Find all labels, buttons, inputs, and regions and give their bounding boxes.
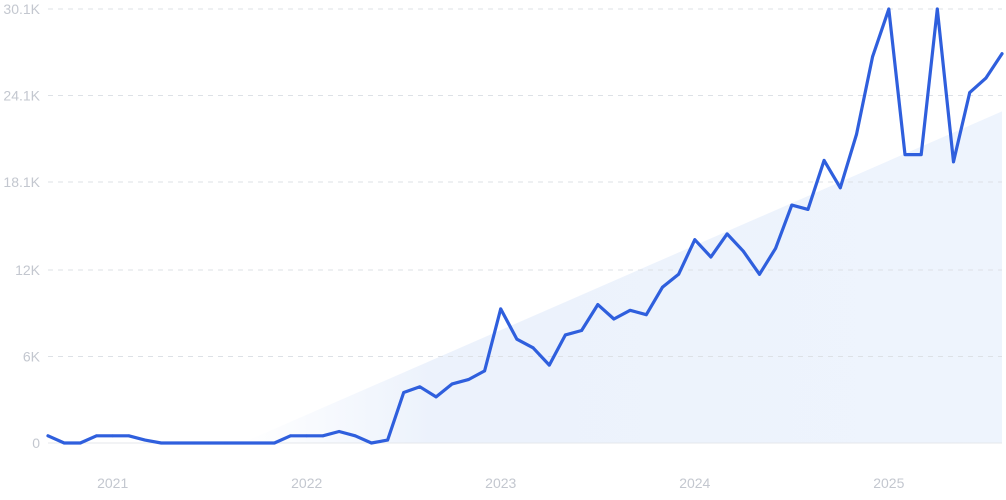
data-point <box>968 91 972 95</box>
data-point <box>143 438 147 442</box>
data-point <box>693 238 697 242</box>
data-point <box>952 160 955 164</box>
data-point <box>774 246 778 250</box>
data-point <box>111 434 115 438</box>
data-point <box>806 208 810 211</box>
data-point <box>78 441 82 445</box>
data-point <box>483 369 486 373</box>
data-point <box>321 434 325 438</box>
data-point <box>46 434 50 438</box>
data-point <box>838 186 842 190</box>
data-point <box>418 385 422 389</box>
data-point <box>677 272 681 276</box>
x-tick-label: 2024 <box>679 475 710 491</box>
data-point <box>741 249 745 253</box>
data-point <box>434 395 438 399</box>
data-point <box>353 434 357 438</box>
data-point <box>467 378 470 381</box>
data-point <box>127 434 131 438</box>
data-point <box>547 363 551 367</box>
data-point <box>822 158 826 162</box>
data-point <box>386 438 389 442</box>
trend-area-layer <box>242 111 1002 443</box>
data-point <box>62 441 66 445</box>
data-point <box>1000 52 1004 56</box>
series-layer <box>46 7 1004 445</box>
data-point <box>709 255 713 259</box>
x-tick-label: 2021 <box>97 475 128 491</box>
y-tick-label: 0 <box>32 435 40 451</box>
data-point <box>369 441 373 445</box>
y-axis-ticks: 0 6K 12K 18.1K 24.1K 30.1K <box>3 1 40 451</box>
data-point <box>871 55 875 58</box>
series-line <box>46 7 1004 445</box>
data-point <box>289 434 292 438</box>
data-point <box>256 441 260 445</box>
data-point <box>661 285 664 289</box>
y-tick-label: 24.1K <box>3 88 40 104</box>
data-point <box>725 232 729 236</box>
data-point <box>935 7 939 11</box>
data-point <box>984 76 988 80</box>
data-point <box>919 153 923 157</box>
y-tick-label: 30.1K <box>3 1 40 17</box>
data-point <box>628 308 632 312</box>
data-point <box>450 382 454 386</box>
x-tick-label: 2025 <box>873 475 904 491</box>
y-tick-label: 18.1K <box>3 174 40 190</box>
data-point <box>240 441 244 445</box>
data-point <box>790 203 794 207</box>
data-point <box>305 434 309 438</box>
data-point <box>402 391 406 394</box>
data-point <box>564 333 567 337</box>
data-point <box>644 313 648 317</box>
y-tick-label: 12K <box>15 262 41 278</box>
data-point <box>272 441 276 445</box>
data-point <box>855 133 858 136</box>
y-tick-label: 6K <box>23 348 41 364</box>
x-tick-label: 2022 <box>291 475 322 491</box>
data-point <box>596 303 600 306</box>
data-point <box>531 346 535 350</box>
data-point <box>580 329 583 332</box>
data-point <box>758 272 761 276</box>
data-point <box>887 7 891 11</box>
data-point <box>208 441 212 445</box>
data-point <box>192 441 195 445</box>
x-tick-label: 2023 <box>485 475 516 491</box>
data-point <box>612 317 616 321</box>
data-point <box>499 307 503 311</box>
data-point <box>337 430 341 433</box>
data-point <box>903 153 907 157</box>
data-point <box>224 441 228 445</box>
trend-area <box>242 111 1002 443</box>
data-point <box>95 434 98 438</box>
data-point <box>515 337 519 341</box>
data-point <box>159 441 163 445</box>
data-point <box>175 441 179 445</box>
x-axis-ticks: 2021 2022 2023 2024 2025 <box>97 475 904 491</box>
